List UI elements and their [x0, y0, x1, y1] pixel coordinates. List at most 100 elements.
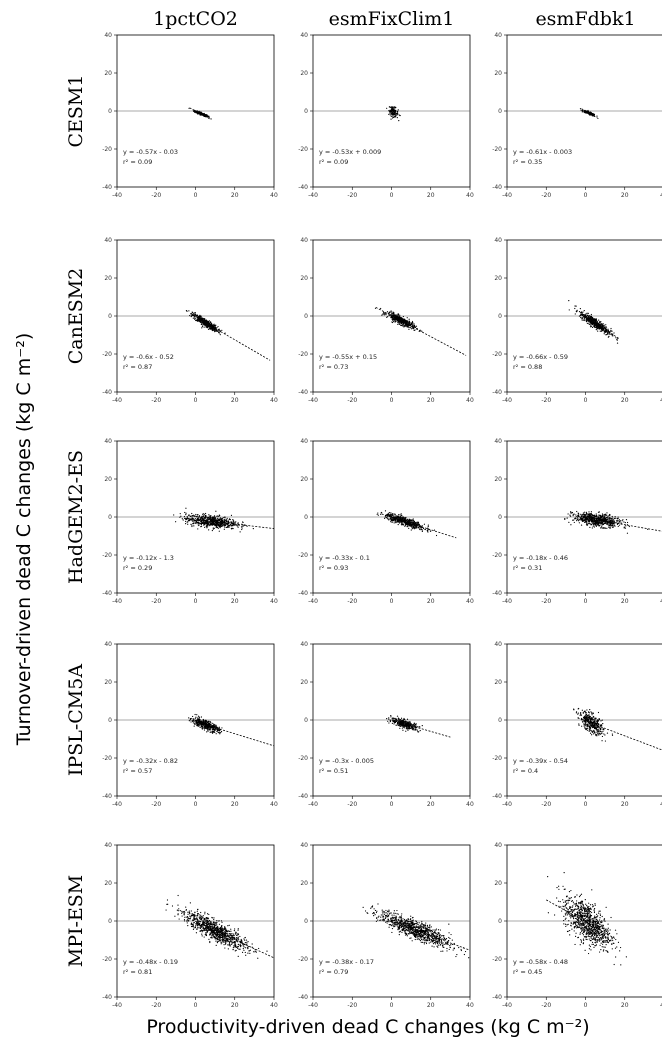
data-point: [219, 732, 221, 734]
data-point: [408, 721, 410, 723]
data-point: [235, 521, 237, 523]
data-point: [188, 520, 191, 522]
data-point: [590, 318, 592, 321]
data-point: [201, 727, 204, 729]
data-point: [241, 528, 243, 531]
data-point: [222, 517, 224, 519]
x-tick-label: 40: [466, 801, 474, 808]
data-point: [417, 726, 419, 728]
data-point: [427, 525, 429, 528]
data-point: [413, 729, 415, 731]
data-point: [599, 321, 601, 324]
data-point: [593, 318, 595, 320]
data-point: [199, 317, 201, 319]
data-point: [399, 725, 401, 728]
data-point: [613, 520, 615, 523]
data-point: [199, 316, 201, 318]
data-point: [221, 329, 223, 331]
data-point: [595, 733, 597, 736]
data-point: [421, 725, 423, 727]
data-point: [401, 721, 403, 723]
data-point: [595, 516, 598, 518]
data-point: [201, 326, 204, 328]
data-point: [389, 719, 391, 721]
data-point: [587, 320, 589, 322]
data-point: [412, 323, 414, 325]
data-point: [582, 518, 584, 520]
data-point: [587, 522, 590, 524]
data-point: [190, 315, 192, 318]
data-point: [605, 523, 608, 525]
data-point: [577, 518, 579, 520]
data-point: [403, 516, 405, 519]
data-point: [218, 728, 220, 730]
data-point: [402, 315, 404, 318]
data-point: [208, 728, 210, 730]
row-title: HadGEM2-ES: [65, 450, 87, 584]
data-point: [216, 726, 218, 728]
data-point: [393, 105, 395, 108]
data-point: [612, 517, 614, 519]
data-point: [604, 522, 606, 524]
data-point: [221, 523, 223, 525]
data-point: [228, 526, 230, 529]
data-point: [408, 722, 410, 725]
data-point: [219, 527, 221, 529]
data-point: [589, 513, 591, 515]
data-point: [616, 518, 618, 520]
data-point: [183, 515, 185, 518]
data-point: [199, 720, 201, 723]
data-point: [210, 321, 212, 324]
data-point: [402, 724, 404, 726]
point-cloud: [173, 507, 274, 533]
data-point: [204, 517, 206, 519]
data-point: [410, 326, 412, 329]
data-point: [200, 320, 202, 322]
data-point: [578, 522, 580, 524]
data-point: [216, 330, 219, 332]
data-point: [240, 526, 243, 528]
data-point: [603, 331, 606, 333]
data-point: [577, 512, 580, 515]
data-point: [187, 518, 189, 520]
data-point: [595, 525, 597, 527]
data-point: [399, 516, 401, 518]
regression-equation: y = -0.66x - 0.59: [513, 353, 568, 361]
y-tick-label: -20: [492, 351, 502, 358]
y-tick-label: 0: [108, 717, 112, 724]
data-point: [203, 513, 205, 515]
data-point: [581, 515, 583, 517]
data-point: [202, 522, 204, 524]
data-point: [568, 309, 570, 311]
data-point: [207, 723, 209, 725]
data-point: [591, 323, 593, 326]
data-point: [409, 727, 411, 729]
y-tick-label: -20: [102, 351, 112, 358]
data-point: [397, 114, 399, 116]
data-point: [584, 315, 586, 317]
data-point: [396, 318, 398, 321]
y-tick-label: -40: [492, 590, 502, 597]
data-point: [409, 721, 411, 723]
data-point: [386, 518, 389, 520]
data-point: [393, 522, 395, 524]
data-point: [408, 318, 410, 320]
data-point: [582, 512, 585, 514]
data-point: [206, 526, 208, 528]
data-point: [590, 519, 592, 521]
data-point: [209, 724, 211, 726]
data-point: [397, 317, 399, 319]
data-point: [601, 525, 603, 527]
data-point: [424, 528, 426, 531]
data-point: [397, 319, 399, 322]
data-point: [423, 523, 425, 525]
data-point: [586, 522, 588, 524]
data-point: [564, 518, 566, 520]
data-point: [405, 728, 407, 730]
x-tick-label: 40: [660, 598, 662, 605]
data-point: [200, 111, 202, 113]
data-point: [598, 328, 600, 330]
data-point: [595, 329, 597, 331]
data-point: [180, 515, 182, 517]
data-point: [388, 512, 390, 514]
